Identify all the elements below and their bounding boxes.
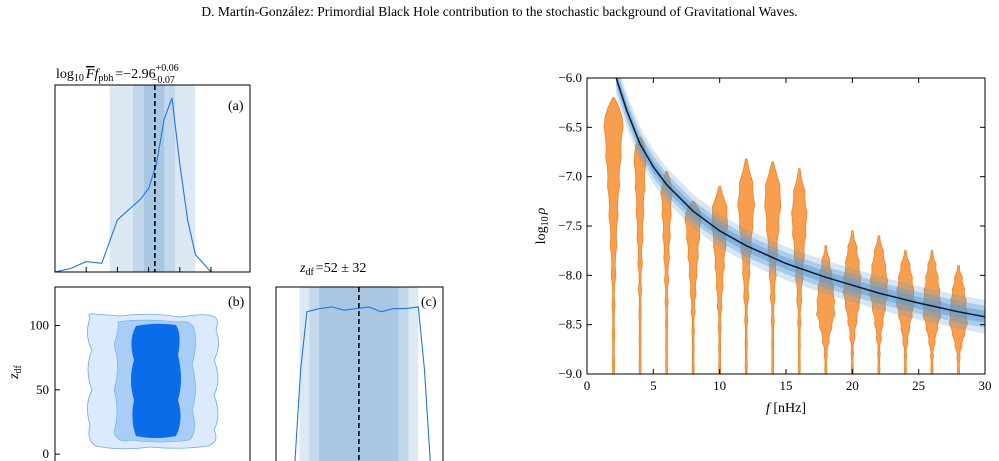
panel-b-ytick-label-0: 0 <box>43 446 50 461</box>
panel-b-ytick-label-1: 50 <box>36 382 49 397</box>
panel-a: (a) log10 Ffpbh =−2.96+0.06 −0.07 <box>54 63 251 273</box>
panel-a-pdf-curve <box>55 97 243 272</box>
violin-12nhz <box>737 158 756 374</box>
panel-b-frame <box>54 286 251 461</box>
panel-b-tag: (b) <box>228 295 245 310</box>
right-ytick-label-6: −9.0 <box>558 366 582 381</box>
panel-b: 0 50 100 (b) zdf <box>7 286 251 461</box>
right-xtick-label-0: 0 <box>584 378 591 393</box>
panel-c-tag: (c) <box>421 295 437 310</box>
violin-6nhz <box>660 171 673 374</box>
panel-a-title: log10 Ffpbh =−2.96+0.06 −0.07 <box>56 63 179 86</box>
panel-c-pdf-curve <box>294 306 431 461</box>
right-xtick-label-5: 25 <box>912 378 925 393</box>
violin-26nhz <box>922 250 942 374</box>
right-ytick-label-5: −8.5 <box>558 317 582 332</box>
violin-28nhz <box>948 265 969 374</box>
right-panel-frame <box>586 77 986 375</box>
right-ylabel: log10ρ <box>534 207 551 244</box>
panel-c: (c) zdf =52 ± 32 <box>275 261 444 461</box>
right-xtick-label-4: 20 <box>846 378 859 393</box>
model-band-2 <box>616 78 985 323</box>
right-ytick-label-3: −7.5 <box>558 218 582 233</box>
violin-14nhz <box>764 161 782 374</box>
violin-20nhz <box>842 230 862 374</box>
right-xtick-label-3: 15 <box>780 378 793 393</box>
panel-b-ytick-label-2: 100 <box>30 318 50 333</box>
right-ytick-label-4: −8.0 <box>558 267 582 282</box>
right-xtick-label-1: 5 <box>650 378 657 393</box>
panel-b-ylabel: zdf <box>7 364 24 379</box>
panel-a-frame <box>54 84 251 273</box>
right-xlabel: f [nHz] <box>766 401 806 416</box>
page-header: D. Martín-González: Primordial Black Hol… <box>201 4 798 19</box>
panel-c-frame <box>275 286 444 461</box>
model-curve-line <box>615 78 985 318</box>
right-ytick-label-2: −7.0 <box>558 169 582 184</box>
violin-22nhz <box>869 235 889 374</box>
panel-b-contour-inner <box>131 323 181 438</box>
violin-24nhz <box>895 250 916 374</box>
right-ytick-label-1: −6.5 <box>558 119 582 134</box>
right-ytick-label-0: −6.0 <box>558 70 582 85</box>
right-xtick-label-2: 10 <box>713 378 726 393</box>
panel-a-band-0 <box>143 85 165 272</box>
violin-8nhz <box>684 200 702 374</box>
violin-4nhz <box>633 136 647 374</box>
panel-c-title: zdf =52 ± 32 <box>299 261 366 278</box>
panel-a-tag: (a) <box>228 99 244 114</box>
violin-2nhz <box>603 97 624 374</box>
panel-right: 0 5 10 15 20 25 30 −6.0 −6.5 −7.0 −7.5 −8.0 −8.5 −9.0… <box>534 70 992 416</box>
right-xtick-label-6: 30 <box>979 378 992 393</box>
